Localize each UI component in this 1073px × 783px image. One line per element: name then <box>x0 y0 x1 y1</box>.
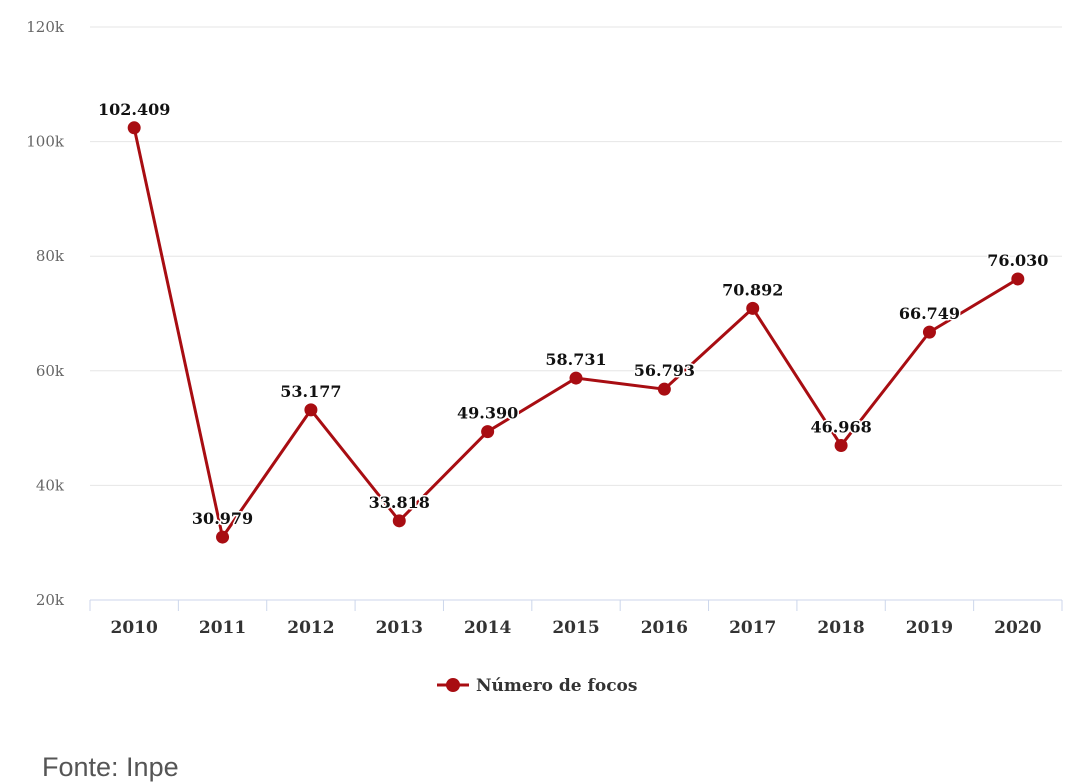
x-tick-label: 2017 <box>729 618 776 638</box>
data-label: 70.892 <box>722 280 783 299</box>
x-axis: 2010 2011 2012 2013 2014 2015 2016 2017 2018 2019… <box>89 599 1063 638</box>
data-point[interactable] <box>1011 272 1025 286</box>
y-tick-label: 40k <box>36 476 65 494</box>
data-point[interactable] <box>569 371 583 385</box>
x-tick-label: 2011 <box>199 618 246 638</box>
y-axis-ticks: 20k 40k 60k 80k 100k 120k <box>26 18 65 609</box>
x-tick-label: 2010 <box>111 618 158 638</box>
x-tick-label: 2020 <box>994 618 1041 638</box>
data-label: 56.793 <box>634 361 695 380</box>
x-tick-label: 2015 <box>552 618 599 638</box>
data-label: 66.749 <box>899 304 960 323</box>
data-point[interactable] <box>392 514 406 528</box>
data-point[interactable] <box>657 382 671 396</box>
data-label: 58.731 <box>545 350 606 369</box>
data-labels: 102.409 30.979 53.177 33.818 49.390 58.731 56.… <box>96 98 1049 529</box>
y-tick-label: 80k <box>36 247 65 265</box>
data-point[interactable] <box>746 301 760 315</box>
x-tick-label: 2012 <box>287 618 334 638</box>
x-tick-label: 2019 <box>906 618 953 638</box>
y-tick-label: 100k <box>26 133 65 151</box>
data-point[interactable] <box>216 530 230 544</box>
legend-label: Número de focos <box>476 676 637 696</box>
source-caption: Fonte: Inpe <box>42 752 179 782</box>
series-line <box>132 127 1019 539</box>
legend-marker-icon <box>446 678 460 692</box>
legend[interactable]: Número de focos <box>437 676 637 696</box>
data-point[interactable] <box>922 325 936 339</box>
data-label: 53.177 <box>280 382 341 401</box>
x-tick-label: 2013 <box>376 618 423 638</box>
data-label: 33.818 <box>369 493 430 512</box>
x-tick-label: 2018 <box>817 618 864 638</box>
gridlines <box>90 26 1062 486</box>
y-tick-label: 120k <box>26 18 65 36</box>
data-point[interactable] <box>834 438 848 452</box>
data-label: 102.409 <box>98 100 170 119</box>
x-tick-label: 2014 <box>464 618 511 638</box>
data-label: 46.968 <box>810 417 871 436</box>
data-point[interactable] <box>481 425 495 439</box>
data-point[interactable] <box>304 403 318 417</box>
data-point[interactable] <box>127 121 141 135</box>
data-label: 49.390 <box>457 404 518 423</box>
data-label: 76.030 <box>987 251 1048 270</box>
series-numero-de-focos <box>127 121 1025 544</box>
data-label: 30.979 <box>192 509 253 528</box>
y-tick-label: 20k <box>36 591 65 609</box>
x-tick-label: 2016 <box>641 618 688 638</box>
y-tick-label: 60k <box>36 362 65 380</box>
